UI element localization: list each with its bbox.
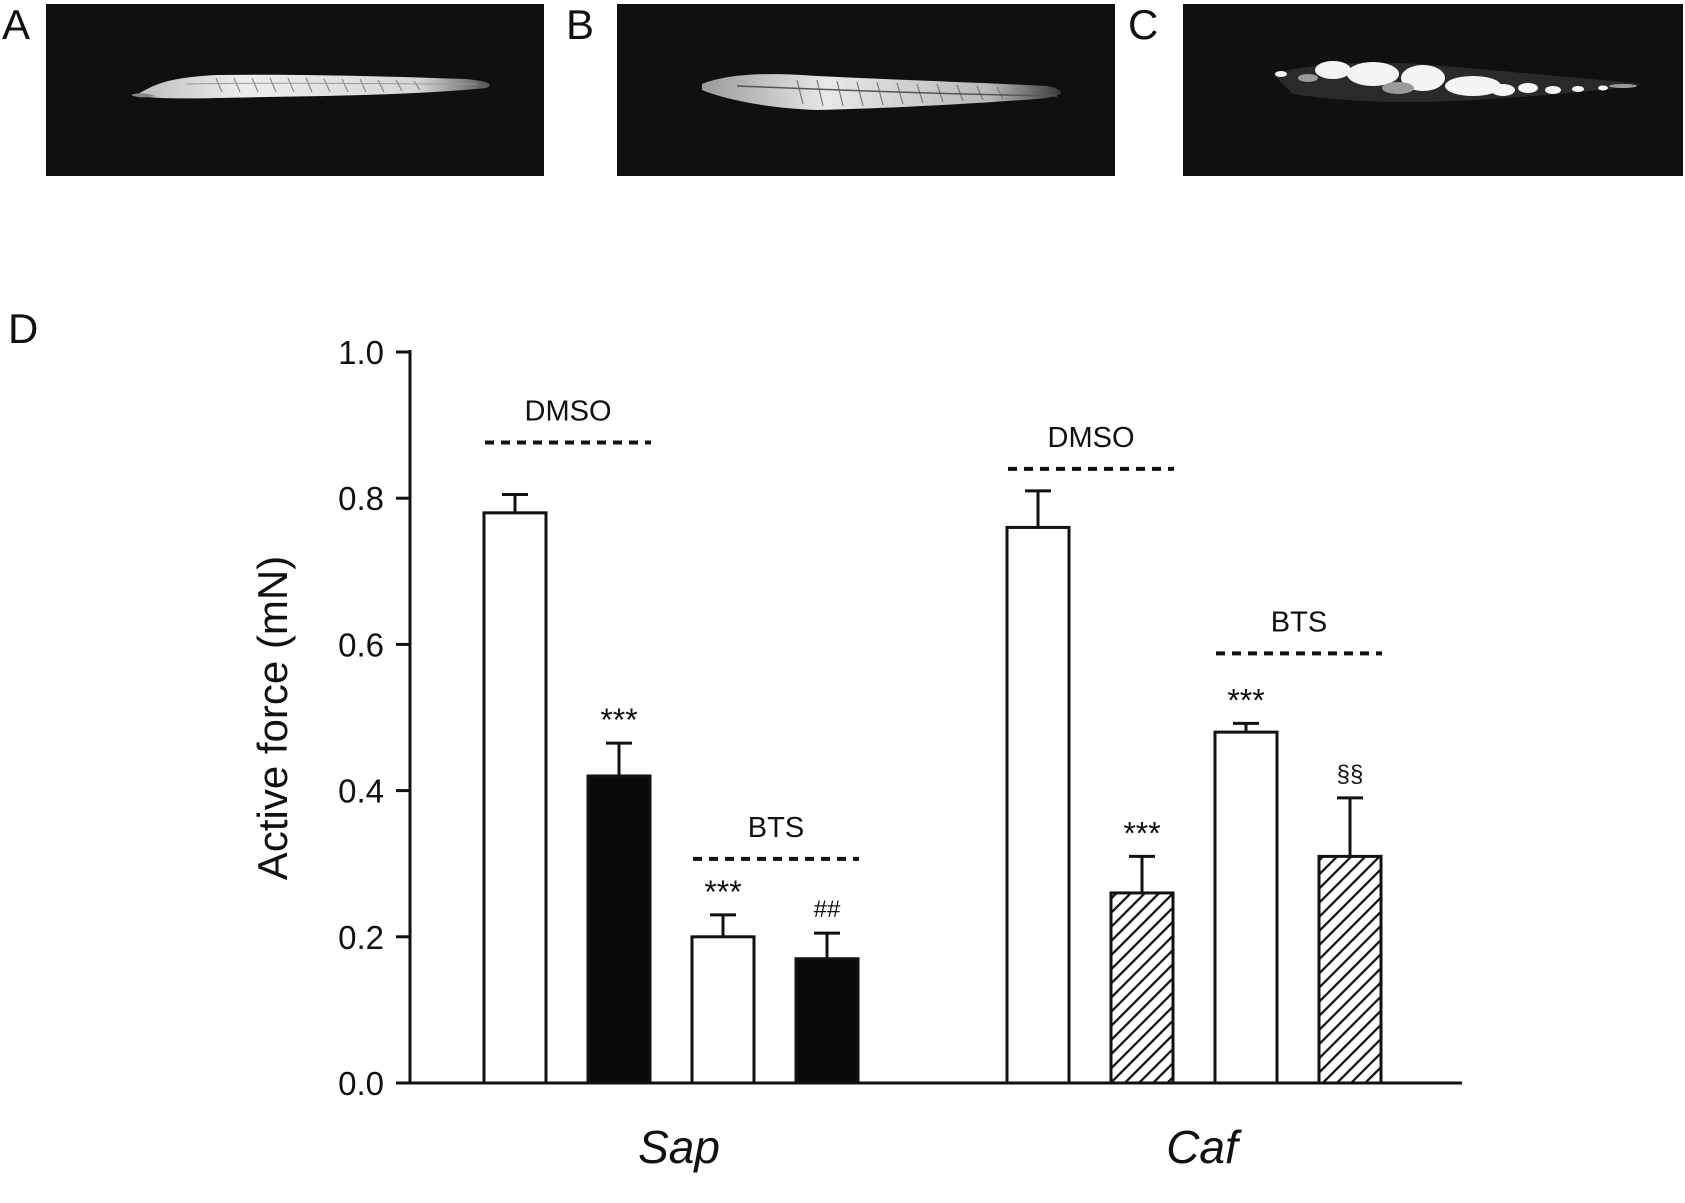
larva-c-drawing (1273, 61, 1643, 102)
category-label-caf: Caf (1166, 1121, 1242, 1173)
bar-sap-2 (586, 774, 652, 1085)
y-tick-label: 0.4 (338, 773, 384, 810)
significance-label: *** (1123, 815, 1160, 851)
larva-image-a (46, 4, 544, 176)
bar-sap-3 (690, 935, 756, 1085)
panel-label-b: B (566, 1, 595, 48)
bar-caf-3 (1213, 730, 1279, 1085)
y-tick-label: 0.8 (338, 480, 384, 517)
significance-label: §§ (1337, 761, 1364, 788)
bracket-label-bts: BTS (748, 812, 804, 844)
larva-a-drawing (131, 74, 490, 99)
bar-sap-4 (794, 957, 860, 1085)
bar-caf-1 (1005, 525, 1071, 1085)
bracket-label-dmso: DMSO (525, 396, 612, 428)
y-tick-label: 0.2 (338, 919, 384, 956)
bar-caf-4 (1317, 854, 1383, 1085)
larva-image-c (1183, 4, 1683, 176)
panel-label-c: C (1128, 1, 1159, 48)
significance-label: ## (814, 896, 841, 923)
bar-caf-2 (1109, 891, 1175, 1085)
larva-b-drawing (702, 74, 1061, 110)
panel-label-d: D (8, 305, 39, 352)
chart-bars (482, 489, 1383, 1085)
significance-label: *** (1227, 682, 1264, 718)
bracket-label-dmso: DMSO (1048, 422, 1135, 454)
y-tick-label: 1.0 (338, 334, 384, 371)
bracket-label-bts: BTS (1271, 606, 1327, 638)
y-axis-title: Active force (mN) (249, 556, 296, 880)
panel-label-a: A (2, 1, 31, 48)
bar-sap-1 (482, 511, 548, 1085)
significance-label: *** (600, 702, 637, 738)
larva-image-b (617, 4, 1115, 176)
chart-axes: 0.0 0.2 0.4 0.6 0.8 1.0 Active force (mN) (249, 334, 1462, 1102)
category-label-sap: Sap (638, 1121, 720, 1173)
y-tick-label: 0.6 (338, 626, 384, 663)
chart-labels: *** *** ## DMSO BTS Sap *** *** §§ DMSO BTS Caf (485, 396, 1382, 1173)
y-tick-label: 0.0 (338, 1065, 384, 1102)
significance-label: *** (704, 874, 741, 910)
